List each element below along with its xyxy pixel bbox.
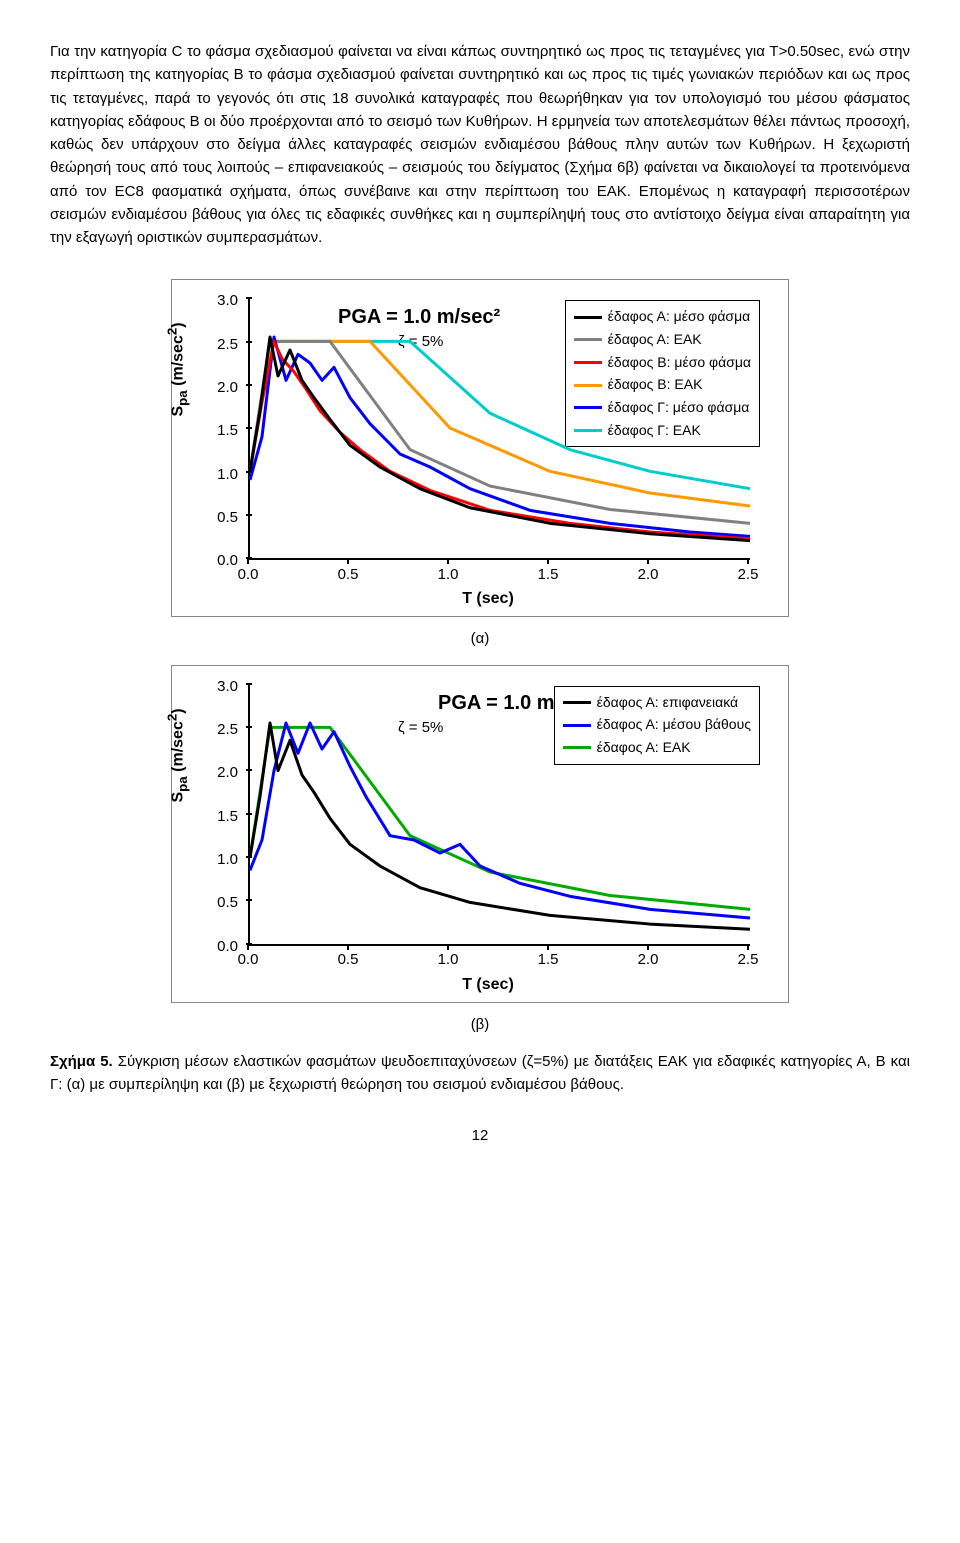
- figure-caption: Σχήμα 5. Σύγκριση μέσων ελαστικών φασμάτ…: [50, 1050, 910, 1097]
- chart-a-plot: [248, 298, 750, 560]
- subplot-label-b: (β): [50, 1013, 910, 1036]
- xtick-label: 1.0: [428, 948, 468, 971]
- ytick-label: 1.5: [198, 805, 238, 828]
- chart-b-ylabel: Spa (m/sec2): [162, 708, 193, 802]
- chart-b-xlabel: T (sec): [462, 973, 514, 998]
- xtick-label: 0.0: [228, 948, 268, 971]
- xtick-label: 1.5: [528, 948, 568, 971]
- page-number: 12: [50, 1124, 910, 1147]
- ytick-label: 1.0: [198, 848, 238, 871]
- xtick-label: 1.0: [428, 563, 468, 586]
- ytick-label: 2.5: [198, 718, 238, 741]
- ytick-label: 3.0: [198, 675, 238, 698]
- xtick-label: 0.5: [328, 563, 368, 586]
- chart-a-xlabel: T (sec): [462, 587, 514, 612]
- ytick-label: 1.0: [198, 463, 238, 486]
- ytick-label: 2.0: [198, 761, 238, 784]
- chart-b-plot: [248, 684, 750, 946]
- chart-b: PGA = 1.0 m/sec² ζ = 5% έδαφος Α: επιφαν…: [171, 665, 789, 1003]
- subplot-label-a: (α): [50, 627, 910, 650]
- ytick-label: 2.0: [198, 376, 238, 399]
- chart-a-ylabel: Spa (m/sec2): [162, 323, 193, 417]
- xtick-label: 2.5: [728, 948, 768, 971]
- ytick-label: 1.5: [198, 419, 238, 442]
- ytick-label: 0.5: [198, 506, 238, 529]
- caption-text: Σύγκριση μέσων ελαστικών φασμάτων ψευδοε…: [50, 1053, 910, 1093]
- xtick-label: 2.5: [728, 563, 768, 586]
- ytick-label: 0.5: [198, 891, 238, 914]
- xtick-label: 1.5: [528, 563, 568, 586]
- xtick-label: 2.0: [628, 948, 668, 971]
- ytick-label: 2.5: [198, 333, 238, 356]
- xtick-label: 0.0: [228, 563, 268, 586]
- chart-a: PGA = 1.0 m/sec² ζ = 5% έδαφος Α: μέσο φ…: [171, 279, 789, 617]
- body-paragraph: Για την κατηγορία C το φάσμα σχεδιασμού …: [50, 40, 910, 249]
- ytick-label: 3.0: [198, 289, 238, 312]
- xtick-label: 2.0: [628, 563, 668, 586]
- xtick-label: 0.5: [328, 948, 368, 971]
- caption-label: Σχήμα 5.: [50, 1053, 113, 1070]
